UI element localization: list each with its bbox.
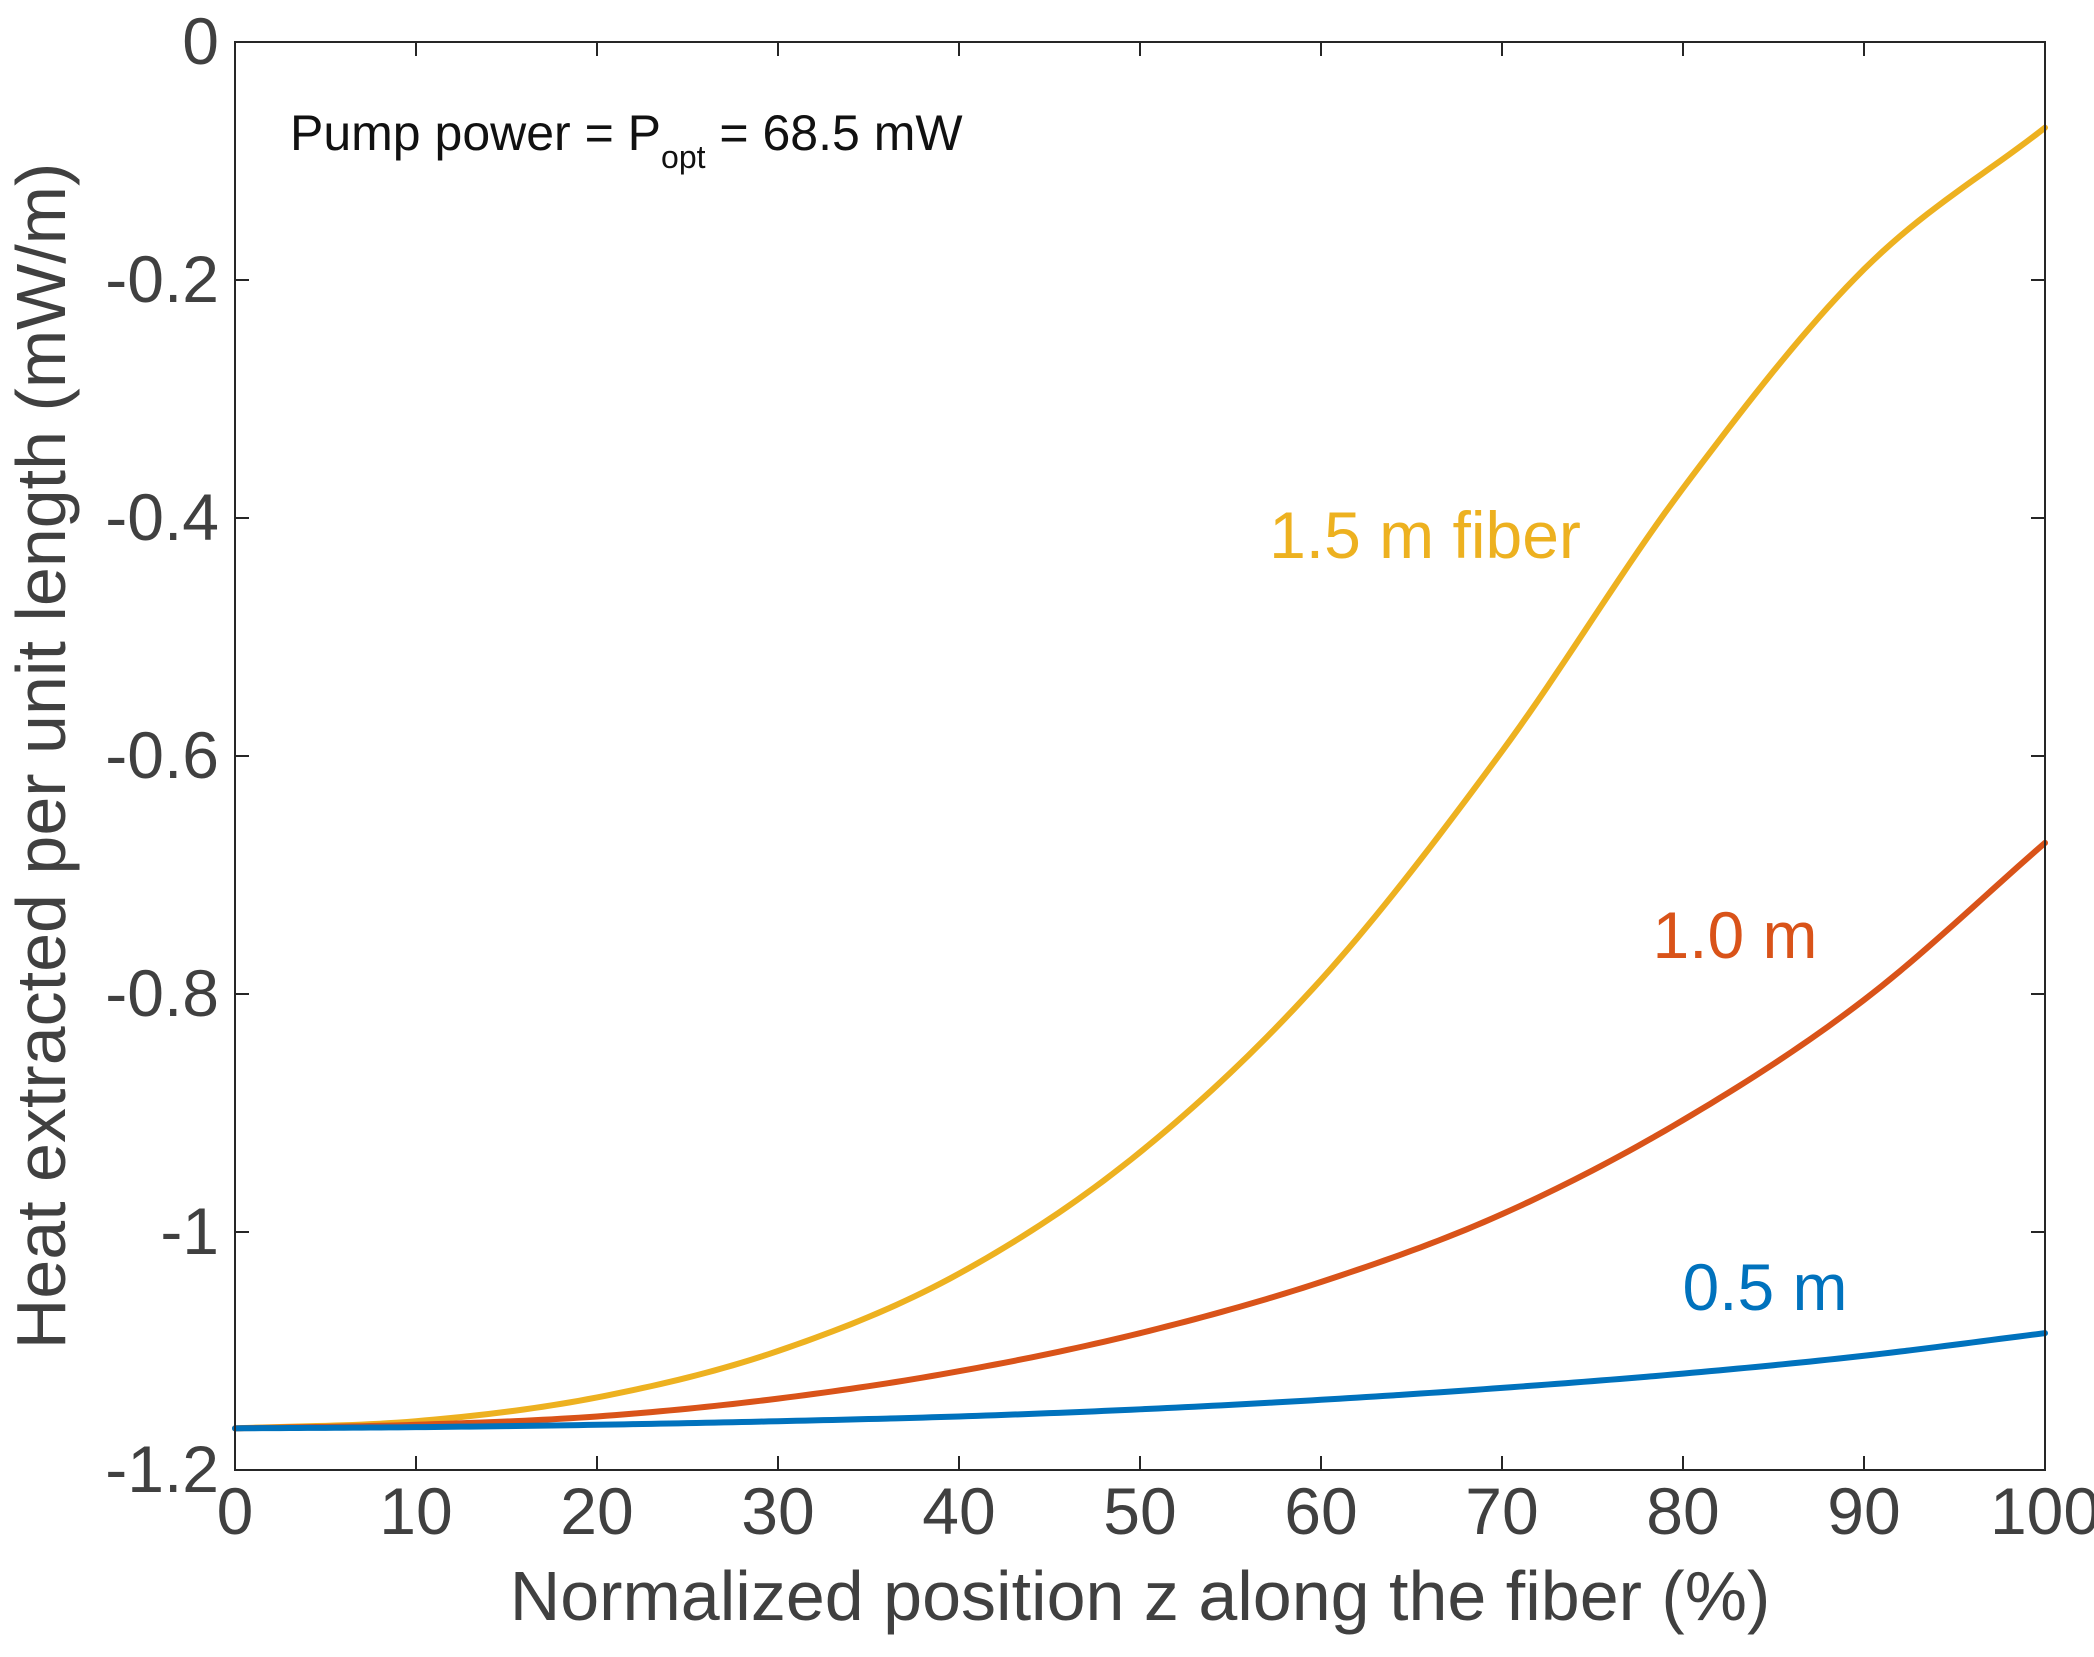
series-line-0	[232, 124, 2048, 1432]
y-tick-label-2: -0.4	[105, 480, 219, 554]
x-tick-label-0: 0	[217, 1474, 254, 1548]
x-tick-label-10: 100	[1990, 1474, 2094, 1548]
annotation-subscript: opt	[661, 139, 706, 175]
x-tick-label-2: 20	[560, 1474, 633, 1548]
x-tick-label-9: 90	[1827, 1474, 1900, 1548]
y-tick-label-0: 0	[182, 4, 219, 78]
annotation-suffix: = 68.5 mW	[706, 105, 964, 161]
x-tick-label-1: 10	[379, 1474, 452, 1548]
series-label-0: 1.5 m fiber	[1269, 498, 1581, 572]
x-tick-label-8: 80	[1646, 1474, 1719, 1548]
x-axis-label: Normalized position z along the fiber (%…	[510, 1557, 1771, 1635]
x-tick-label-6: 60	[1284, 1474, 1357, 1548]
y-tick-label-5: -1	[160, 1194, 219, 1268]
series-label-2: 0.5 m	[1682, 1250, 1847, 1324]
x-tick-label-7: 70	[1465, 1474, 1538, 1548]
annotation: Pump power = Popt = 68.5 mW	[290, 105, 963, 175]
tick-layer: 0 10 20 30 40 50 60 70 80 90 100 0 -0.2 -0.4 -0.6 -0.8 -…	[105, 4, 2094, 1548]
label-layer: 1.5 m fiber 1.0 m 0.5 m	[1269, 498, 1847, 1324]
series-line-2	[232, 1330, 2048, 1432]
y-tick-label-3: -0.6	[105, 718, 219, 792]
annotation-prefix: Pump power = P	[290, 105, 661, 161]
x-tick-label-4: 40	[922, 1474, 995, 1548]
series-label-1: 1.0 m	[1652, 898, 1817, 972]
series-layer	[232, 124, 2048, 1432]
y-tick-label-4: -0.8	[105, 956, 219, 1030]
x-tick-label-5: 50	[1103, 1474, 1176, 1548]
y-tick-label-1: -0.2	[105, 242, 219, 316]
y-axis-label: Heat extracted per unit length (mW/m)	[2, 163, 80, 1350]
x-tick-label-3: 30	[741, 1474, 814, 1548]
y-tick-label-6: -1.2	[105, 1432, 219, 1506]
series-line-1	[232, 839, 2048, 1432]
